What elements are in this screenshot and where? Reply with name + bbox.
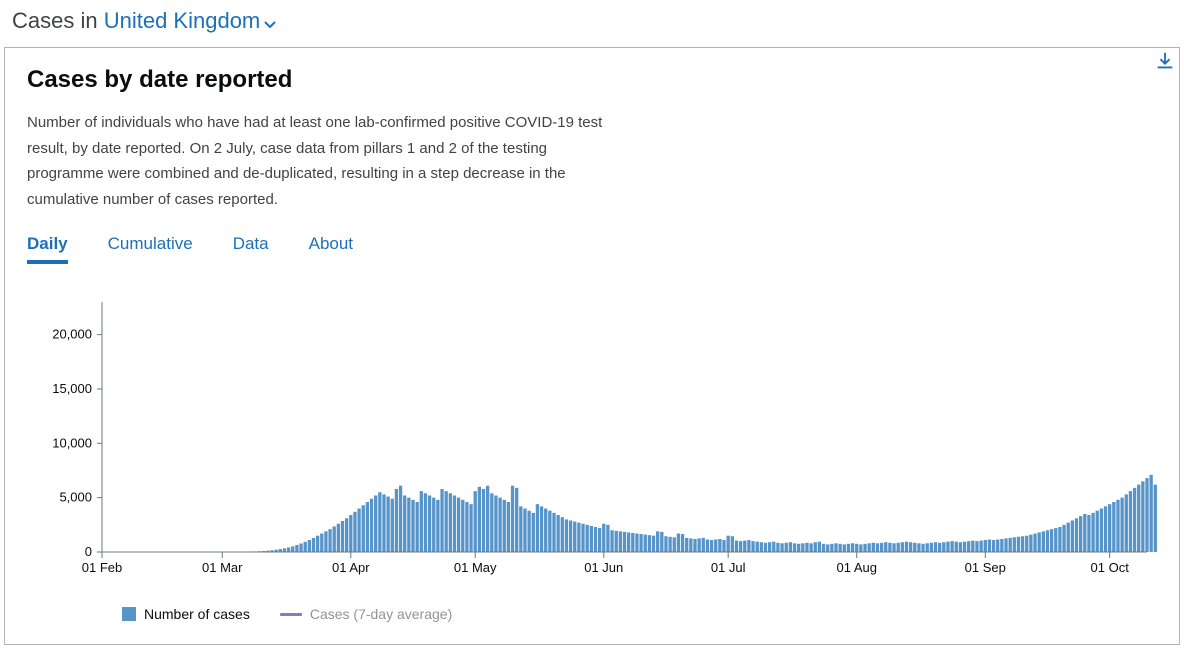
svg-text:20,000: 20,000 — [52, 327, 92, 342]
download-icon — [1154, 50, 1176, 72]
cases-chart: 0 5,000 10,000 15,000 20,000 01 Feb 01 Mar 01 A… — [27, 292, 1157, 592]
svg-text:01 Jul: 01 Jul — [711, 560, 746, 575]
panel-title: Cases by date reported — [27, 66, 1157, 94]
legend-item-bars: Number of cases — [122, 606, 250, 622]
page-header: Cases in United Kingdom — [0, 0, 1184, 43]
line-swatch-icon — [280, 613, 302, 616]
chart-svg: 0 5,000 10,000 15,000 20,000 01 Feb 01 Mar 01 A… — [27, 292, 1157, 592]
svg-text:01 Oct: 01 Oct — [1091, 560, 1130, 575]
svg-text:15,000: 15,000 — [52, 381, 92, 396]
legend-label-bars: Number of cases — [144, 606, 250, 622]
tab-bar: Daily Cumulative Data About — [27, 234, 1157, 264]
svg-text:01 Jun: 01 Jun — [584, 560, 623, 575]
tab-about[interactable]: About — [309, 234, 353, 264]
svg-text:01 Aug: 01 Aug — [836, 560, 877, 575]
tab-cumulative[interactable]: Cumulative — [108, 234, 193, 264]
panel-description: Number of individuals who have had at le… — [27, 110, 607, 212]
svg-text:5,000: 5,000 — [59, 490, 92, 505]
tab-daily[interactable]: Daily — [27, 234, 68, 264]
svg-text:01 Feb: 01 Feb — [82, 560, 122, 575]
header-prefix: Cases in — [12, 8, 104, 33]
legend-label-line: Cases (7-day average) — [310, 606, 452, 622]
bar-swatch-icon — [122, 607, 136, 621]
caret-down-icon — [264, 9, 276, 35]
svg-text:0: 0 — [85, 544, 92, 559]
svg-text:10,000: 10,000 — [52, 435, 92, 450]
legend-item-line: Cases (7-day average) — [280, 606, 452, 622]
svg-text:01 Sep: 01 Sep — [965, 560, 1006, 575]
svg-text:01 May: 01 May — [454, 560, 497, 575]
svg-text:01 Apr: 01 Apr — [332, 560, 370, 575]
location-name: United Kingdom — [104, 8, 261, 33]
download-button[interactable] — [1151, 48, 1179, 74]
svg-text:01 Mar: 01 Mar — [202, 560, 243, 575]
location-dropdown[interactable]: United Kingdom — [104, 8, 277, 33]
chart-legend: Number of cases Cases (7-day average) — [27, 606, 1157, 622]
cases-panel: Cases by date reported Number of individ… — [4, 47, 1180, 645]
tab-data[interactable]: Data — [233, 234, 269, 264]
